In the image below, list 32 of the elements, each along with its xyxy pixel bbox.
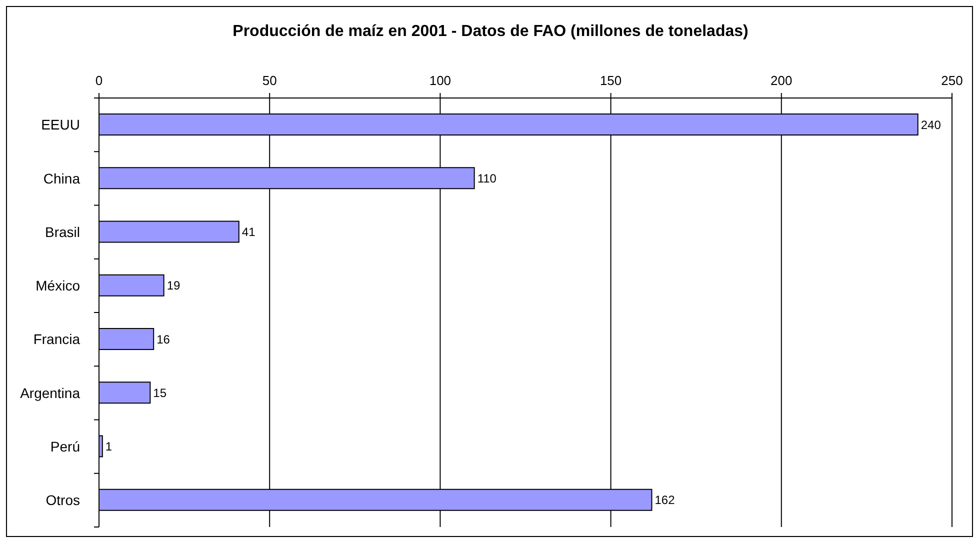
chart-title: Producción de maíz en 2001 - Datos de FAO (millones de toneladas) (232, 23, 750, 41)
y-tick-label: Otros (46, 492, 80, 508)
bar (99, 488, 652, 511)
x-tick-label: 250 (941, 73, 963, 88)
x-tick-label: 0 (95, 73, 103, 88)
bar (99, 328, 154, 350)
x-tick-label: 100 (429, 73, 452, 88)
bar (99, 382, 151, 404)
bar (99, 114, 918, 136)
y-tick-label: Brasil (44, 224, 80, 240)
y-tick-label: Argentina (20, 384, 80, 401)
y-tick-label: Perú (50, 438, 80, 454)
data-label: 240 (920, 118, 942, 132)
y-tick-label: EEUU (41, 116, 80, 133)
data-label: 15 (153, 386, 167, 400)
data-label: 41 (242, 225, 256, 240)
x-tick-label: 150 (600, 73, 622, 88)
bar (99, 274, 164, 296)
data-label: 162 (654, 493, 676, 508)
x-tick-label: 50 (262, 73, 277, 88)
y-tick-label: China (43, 170, 80, 186)
chart-frame: Producción de maíz en 2001 - Datos de FAO (millones de toneladas) 0 50 100 150 200 250 EEUU China Brasil México Francia Argentina Perú Otros 240 110 41 19 16 15 1 162 (6, 6, 973, 537)
data-label: 110 (477, 171, 497, 186)
data-label: 19 (166, 278, 180, 293)
bar (99, 220, 240, 243)
y-tick-label: Francia (33, 331, 80, 348)
data-label: 1 (105, 440, 112, 454)
y-tick-label: México (36, 278, 80, 294)
x-tick-label: 200 (770, 73, 792, 88)
bar (99, 167, 475, 190)
bar (99, 435, 103, 458)
data-label: 16 (156, 332, 170, 346)
